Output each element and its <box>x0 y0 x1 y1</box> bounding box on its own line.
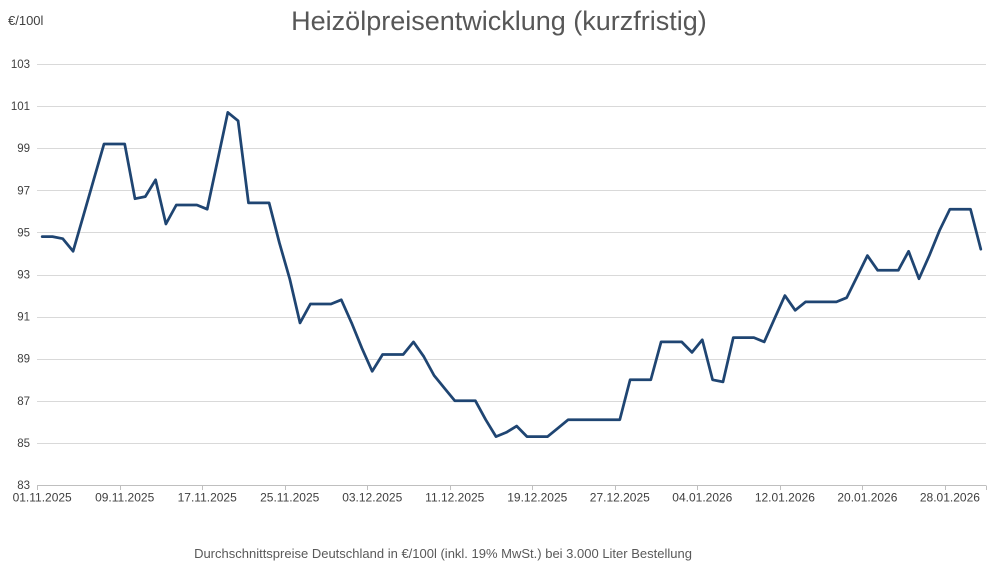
x-tick-label: 27.12.2025 <box>590 491 650 505</box>
price-line-series <box>40 111 983 438</box>
y-tick-label: 97 <box>17 185 30 197</box>
y-tick-label: 95 <box>17 227 30 239</box>
chart-title: Heizölpreisentwicklung (kurzfristig) <box>291 6 707 36</box>
y-tick-label: 85 <box>17 438 30 450</box>
chart-caption: Durchschnittspreise Deutschland in €/100… <box>194 546 692 561</box>
y-tick-label: 87 <box>17 396 30 408</box>
x-tick-label: 01.11.2025 <box>13 491 72 505</box>
x-tick-label: 28.01.2026 <box>920 491 980 505</box>
x-tick-label: 20.01.2026 <box>837 491 897 505</box>
y-tick-label: 89 <box>17 354 30 366</box>
y-tick-label: 103 <box>11 59 30 71</box>
x-tick-label: 11.12.2025 <box>425 491 484 505</box>
x-tick-label: 25.11.2025 <box>260 491 319 505</box>
x-tick-label: 03.12.2025 <box>342 491 402 505</box>
y-tick-label: 101 <box>11 101 30 113</box>
y-tick-label: 91 <box>17 312 30 324</box>
x-tick-label: 17.11.2025 <box>178 491 237 505</box>
y-tick-label: 99 <box>17 143 30 155</box>
x-tick-label: 09.11.2025 <box>95 491 154 505</box>
y-tick-label: 83 <box>17 480 30 492</box>
x-tick-label: 04.01.2026 <box>672 491 732 505</box>
y-axis-unit-label: €/100l <box>8 13 44 28</box>
x-tick-label: 12.01.2026 <box>755 491 815 505</box>
y-tick-label: 93 <box>17 270 30 282</box>
x-tick-label: 19.12.2025 <box>507 491 567 505</box>
